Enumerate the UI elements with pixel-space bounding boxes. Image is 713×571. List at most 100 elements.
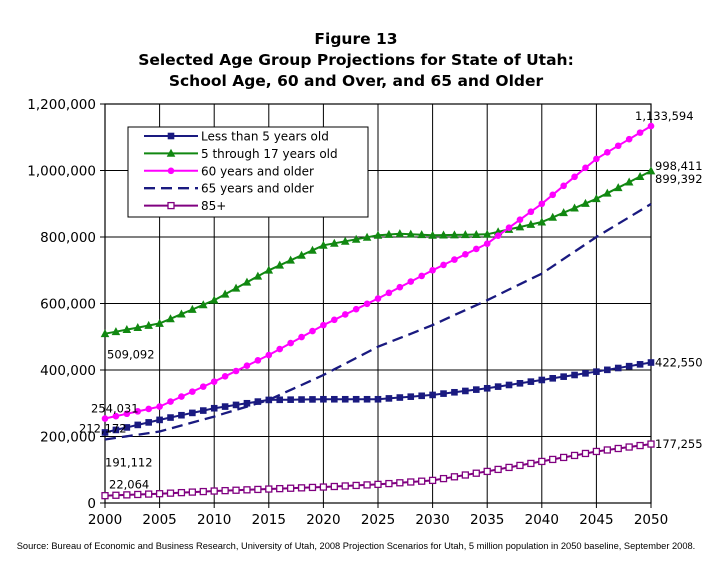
data-point (374, 480, 382, 489)
data-point (559, 208, 568, 217)
data-point (177, 488, 186, 497)
data-point (145, 419, 152, 426)
data-point (451, 388, 458, 396)
data-point (592, 447, 601, 456)
data-point (527, 378, 535, 385)
y-tick-label: 400,000 (40, 363, 96, 379)
data-point (101, 429, 109, 436)
y-axis-ticks: 0 200,000 400,000 600,000 800,000 1,000,000 1,… (27, 97, 105, 512)
data-point (593, 368, 600, 375)
y-tick-label: 1,000,000 (27, 164, 96, 180)
data-point (287, 339, 294, 347)
data-point (297, 250, 306, 259)
data-point (145, 490, 153, 498)
legend-label: 60 years and older (201, 164, 314, 178)
data-point (232, 367, 240, 375)
data-point (614, 364, 622, 372)
data-point (582, 164, 589, 172)
data-point (593, 155, 600, 163)
data-point (549, 191, 557, 199)
data-point (232, 401, 240, 409)
data-point (253, 271, 263, 280)
data-point (407, 393, 415, 400)
data-point (134, 408, 142, 415)
data-point (363, 395, 371, 403)
x-tick-label: 2050 (634, 512, 668, 528)
data-point (264, 265, 274, 274)
data-point (505, 381, 513, 389)
x-tick-label: 2020 (306, 512, 340, 528)
data-point (144, 320, 153, 329)
data-point (472, 245, 480, 253)
data-point (647, 359, 655, 366)
data-point (243, 362, 251, 369)
y-tick-label: 800,000 (40, 230, 96, 246)
series-line-65-years-and-older (104, 203, 652, 441)
data-point (276, 396, 284, 404)
data-point (101, 492, 109, 500)
data-point (516, 461, 524, 470)
data-point (537, 217, 547, 226)
data-point (429, 266, 436, 274)
data-point (352, 481, 360, 490)
data-point (320, 395, 327, 403)
data-point (254, 398, 262, 405)
data-label: 22,064 (109, 478, 149, 492)
data-point (406, 229, 416, 238)
data-point (549, 455, 557, 464)
data-point (330, 482, 338, 491)
title-line-2: School Age, 60 and Over, and 65 and Olde… (169, 72, 544, 90)
legend-label: 65 years and older (201, 182, 314, 196)
data-point (189, 388, 196, 395)
data-point (483, 467, 491, 476)
data-point (646, 166, 656, 175)
data-point (145, 405, 152, 413)
data-point (613, 183, 623, 192)
data-point (341, 395, 349, 403)
legend-label: Less than 5 years old (201, 130, 329, 144)
data-point (178, 393, 185, 400)
data-point (538, 457, 546, 466)
y-tick-label: 200,000 (40, 430, 96, 446)
data-point (210, 404, 218, 412)
data-point (385, 479, 393, 488)
data-point (166, 489, 175, 497)
data-point (297, 484, 306, 492)
data-point (549, 375, 557, 382)
data-point (494, 232, 502, 239)
data-point (362, 232, 372, 241)
data-label: 899,392 (655, 172, 703, 186)
data-point (428, 230, 437, 239)
series-65-years-and-older (104, 203, 652, 441)
data-point (340, 236, 350, 245)
data-point (538, 376, 546, 384)
data-point (374, 395, 382, 403)
data-label: 509,092 (107, 348, 155, 362)
data-point (112, 412, 120, 420)
data-point (471, 229, 481, 238)
data-point (570, 203, 579, 212)
data-point (440, 261, 447, 269)
data-label: 191,112 (105, 455, 153, 469)
data-point (320, 321, 327, 329)
data-point (276, 345, 284, 353)
data-point (286, 255, 295, 264)
data-point (396, 479, 404, 487)
data-point (604, 366, 611, 374)
data-point (363, 300, 371, 308)
y-tick-label: 600,000 (40, 297, 96, 313)
data-point (210, 378, 218, 385)
data-point (265, 485, 273, 493)
data-point (155, 318, 164, 327)
data-point (407, 278, 415, 285)
legend-marker (167, 132, 175, 140)
data-point (341, 482, 349, 490)
legend-item-65-years-and-older: 65 years and older (144, 182, 314, 196)
data-point (123, 424, 131, 431)
data-point (450, 473, 459, 481)
data-point (570, 451, 579, 460)
data-point (636, 129, 644, 136)
data-point (538, 200, 546, 208)
data-point (309, 327, 316, 335)
